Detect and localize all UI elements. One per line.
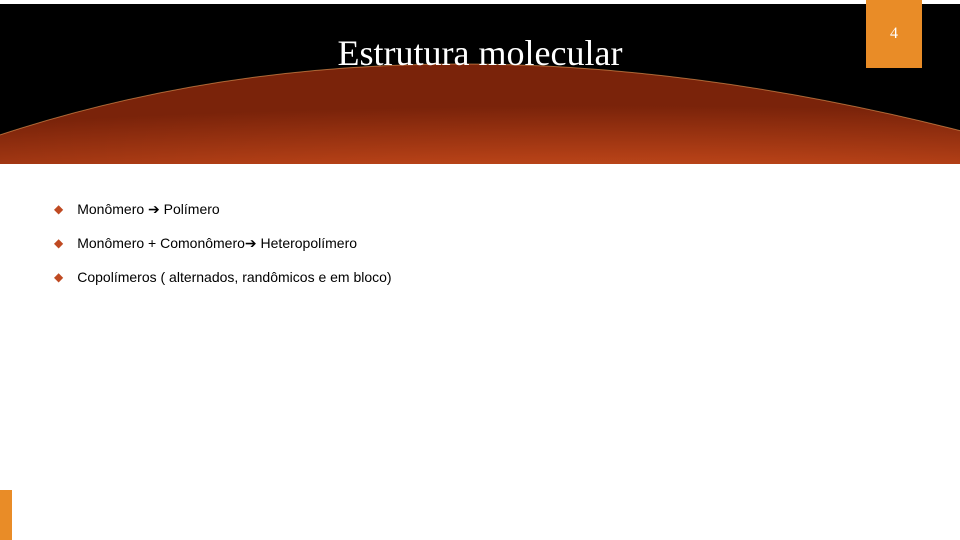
page-number: 4 — [890, 25, 898, 43]
bullet-icon: ◆ — [54, 200, 63, 218]
bullet-text: Monômero ➔ Polímero — [77, 200, 219, 218]
slide: Estrutura molecular 4 ◆ Monômero ➔ Polím… — [0, 0, 960, 540]
slide-title: Estrutura molecular — [0, 32, 960, 74]
content-area: ◆ Monômero ➔ Polímero ◆ Monômero + Comon… — [54, 200, 906, 302]
header-band: Estrutura molecular — [0, 4, 960, 164]
bullet-icon: ◆ — [54, 268, 63, 286]
bullet-text: Monômero + Comonômero➔ Heteropolímero — [77, 234, 357, 252]
bullet-text: Copolímeros ( alternados, randômicos e e… — [77, 268, 391, 286]
list-item: ◆ Monômero ➔ Polímero — [54, 200, 906, 218]
header-curve-graphic — [0, 4, 960, 164]
list-item: ◆ Monômero + Comonômero➔ Heteropolímero — [54, 234, 906, 252]
accent-strip — [0, 490, 12, 540]
list-item: ◆ Copolímeros ( alternados, randômicos e… — [54, 268, 906, 286]
bullet-icon: ◆ — [54, 234, 63, 252]
page-number-badge: 4 — [866, 0, 922, 68]
